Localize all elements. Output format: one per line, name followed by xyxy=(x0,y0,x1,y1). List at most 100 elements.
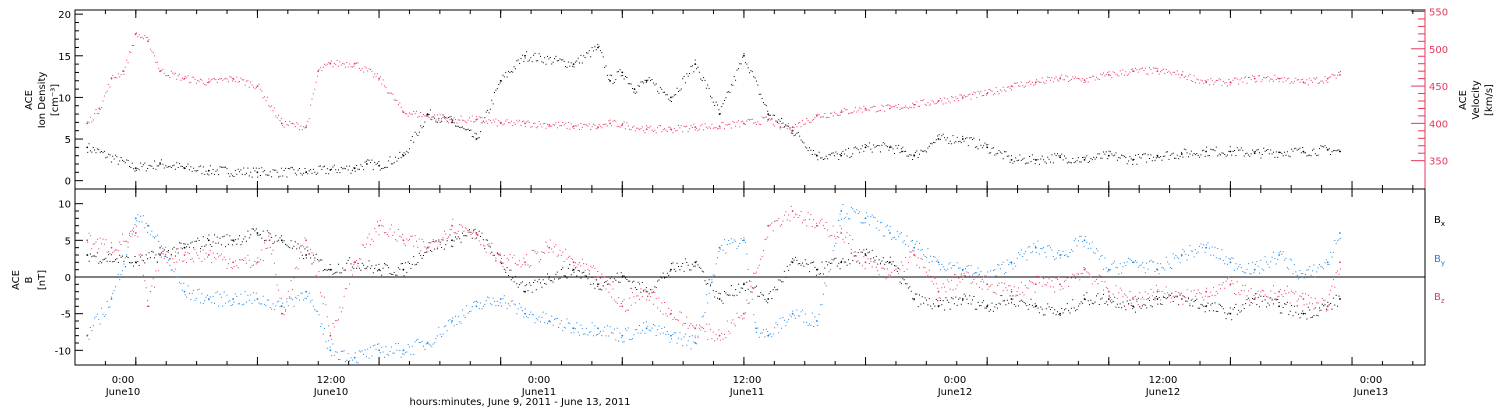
data-point xyxy=(986,305,989,308)
data-point xyxy=(499,261,502,264)
data-point xyxy=(1205,246,1207,249)
data-point xyxy=(961,276,964,278)
data-point xyxy=(1205,290,1207,293)
data-point xyxy=(743,283,745,286)
bottom-panel-data xyxy=(86,204,1341,364)
data-point xyxy=(147,40,149,43)
date-tick-label: June11 xyxy=(521,387,557,398)
time-tick-label: 12:00 xyxy=(733,375,762,386)
velocity-tick-label: 550 xyxy=(1429,7,1448,18)
data-point xyxy=(864,254,867,256)
data-point xyxy=(718,125,721,128)
field-tick-label: -10 xyxy=(55,346,71,357)
data-point xyxy=(694,261,697,264)
data-point xyxy=(889,107,891,110)
density-tick-label: 0 xyxy=(65,177,71,188)
data-point xyxy=(548,246,551,249)
data-point xyxy=(147,305,149,308)
data-point xyxy=(1083,268,1086,271)
data-point xyxy=(1010,261,1013,264)
data-point xyxy=(621,71,624,74)
density-label-line1: ACE xyxy=(24,90,35,110)
data-point xyxy=(426,246,429,249)
data-point xyxy=(718,298,721,300)
data-point xyxy=(572,268,575,271)
data-point xyxy=(1083,159,1086,161)
data-point xyxy=(1339,232,1341,234)
data-point xyxy=(1278,77,1280,80)
data-point xyxy=(1156,298,1159,300)
data-point xyxy=(207,81,210,84)
data-point xyxy=(572,327,575,330)
data-point xyxy=(889,146,891,149)
data-point xyxy=(1059,283,1061,286)
data-point xyxy=(86,146,89,149)
data-point xyxy=(572,63,575,65)
data-point xyxy=(329,334,332,337)
data-point xyxy=(913,246,916,249)
data-point xyxy=(1339,74,1341,76)
data-point xyxy=(743,54,745,57)
data-point xyxy=(1326,77,1329,80)
data-point xyxy=(767,298,770,300)
data-point xyxy=(621,124,624,126)
data-point xyxy=(1059,254,1061,256)
velocity-tick-label: 500 xyxy=(1429,45,1448,56)
data-point xyxy=(1205,150,1207,153)
data-point xyxy=(451,320,453,322)
data-point xyxy=(305,239,307,242)
data-point xyxy=(670,96,672,99)
data-point xyxy=(1034,246,1037,249)
data-point xyxy=(305,290,307,293)
data-point xyxy=(645,290,648,293)
data-point xyxy=(840,210,843,212)
data-point xyxy=(694,327,697,330)
data-point xyxy=(475,138,478,140)
series-density-000000 xyxy=(86,43,1341,178)
data-point xyxy=(1278,290,1280,293)
data-point xyxy=(1326,261,1329,264)
field-tick-label: 10 xyxy=(58,200,71,211)
data-point xyxy=(1132,305,1134,308)
data-point xyxy=(1253,298,1256,300)
date-tick-label: June10 xyxy=(313,387,349,398)
data-point xyxy=(1253,152,1256,155)
data-point xyxy=(986,283,989,286)
series-scatter xyxy=(87,205,1341,342)
data-point xyxy=(329,268,332,271)
data-point xyxy=(1180,298,1183,300)
data-point xyxy=(1302,150,1305,153)
data-point xyxy=(718,246,721,249)
data-point xyxy=(621,276,624,278)
data-point xyxy=(840,232,843,234)
density-unit-label: [cm⁻³] xyxy=(50,84,61,116)
series-velocity-e8365e xyxy=(86,32,1341,134)
date-tick-label: June10 xyxy=(105,387,141,398)
data-point xyxy=(670,268,672,271)
data-point xyxy=(1132,70,1134,73)
data-point xyxy=(1302,298,1305,300)
data-point xyxy=(694,342,697,344)
data-point xyxy=(901,150,903,153)
data-point xyxy=(645,79,648,82)
data-point xyxy=(609,122,611,125)
data-point xyxy=(864,261,867,264)
time-tick-label: 0:00 xyxy=(944,375,966,386)
data-point xyxy=(718,334,721,337)
data-point xyxy=(378,164,380,167)
data-point xyxy=(597,283,599,286)
data-point xyxy=(524,261,526,264)
data-point xyxy=(1010,298,1013,300)
data-point xyxy=(1107,74,1110,76)
data-point xyxy=(961,298,964,300)
data-point xyxy=(1010,85,1013,87)
density-axis: 0 5 10 15 20 xyxy=(58,10,83,188)
data-point xyxy=(451,224,453,227)
data-point xyxy=(1229,261,1232,264)
data-point xyxy=(329,62,332,65)
data-point xyxy=(1107,298,1110,300)
data-point xyxy=(232,77,235,80)
density-tick-label: 20 xyxy=(58,10,71,21)
data-point xyxy=(134,232,137,234)
data-point xyxy=(1156,268,1159,271)
